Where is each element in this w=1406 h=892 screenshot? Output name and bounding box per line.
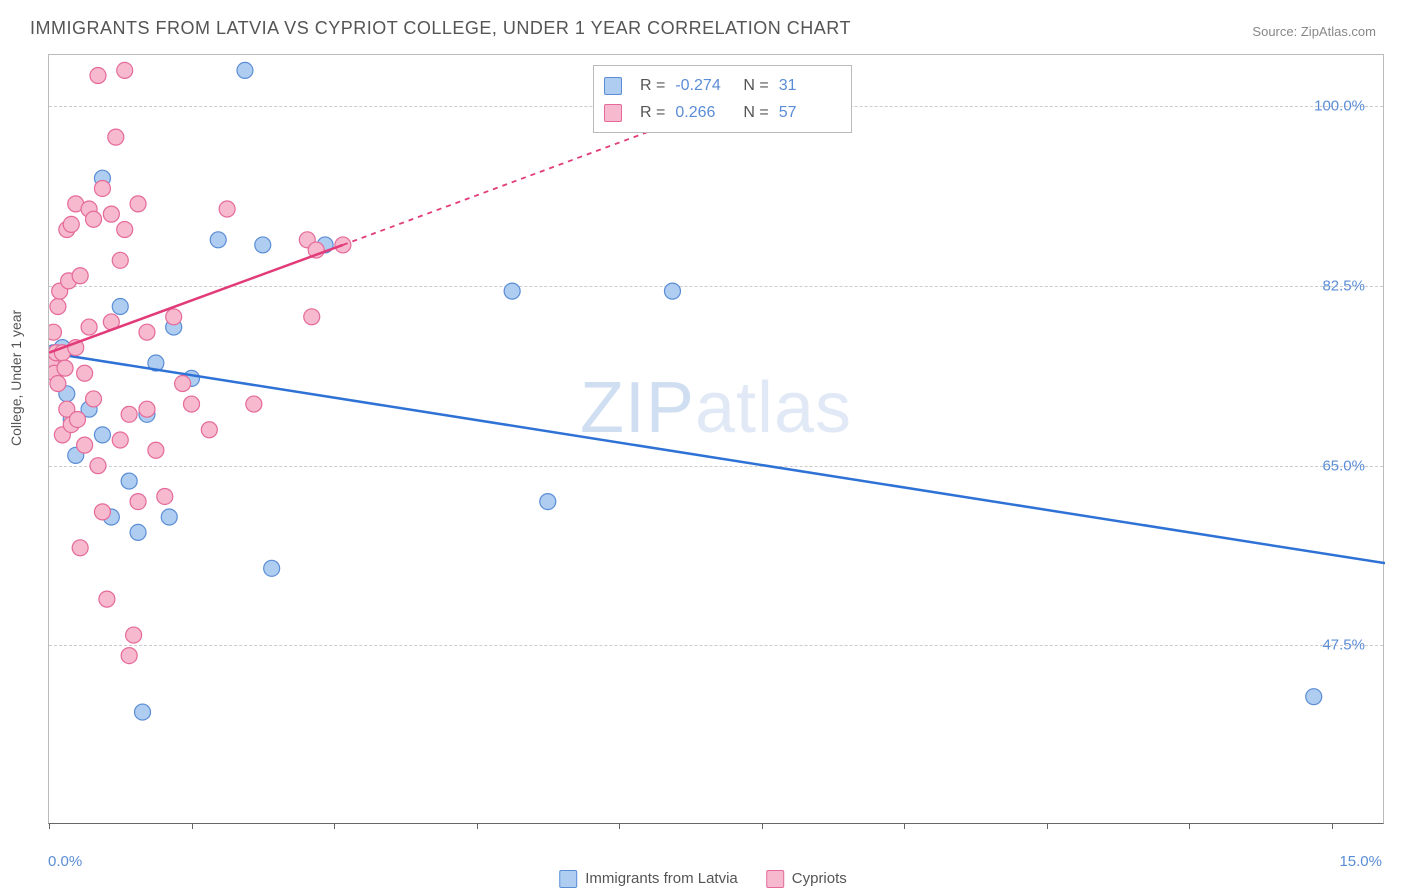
legend-swatch (559, 870, 577, 888)
legend-label: Cypriots (792, 870, 847, 887)
data-point (112, 299, 128, 315)
data-point (184, 396, 200, 412)
data-point (540, 494, 556, 510)
data-point (50, 299, 66, 315)
data-point (219, 201, 235, 217)
data-point (50, 376, 66, 392)
n-value: 31 (779, 72, 837, 99)
data-point (664, 283, 680, 299)
data-point (94, 504, 110, 520)
x-tick (762, 823, 763, 829)
data-point (94, 180, 110, 196)
data-point (90, 68, 106, 84)
data-point (126, 627, 142, 643)
data-point (117, 222, 133, 238)
source-attribution: Source: ZipAtlas.com (1252, 24, 1376, 39)
x-tick (1047, 823, 1048, 829)
x-tick (619, 823, 620, 829)
data-point (130, 196, 146, 212)
series-legend: Immigrants from Latvia Cypriots (559, 870, 847, 888)
stats-legend-row: R = 0.266 N = 57 (604, 99, 837, 126)
chart-title: IMMIGRANTS FROM LATVIA VS CYPRIOT COLLEG… (30, 18, 851, 39)
x-axis-min-label: 0.0% (48, 853, 82, 870)
data-point (112, 432, 128, 448)
data-point (117, 62, 133, 78)
data-point (130, 524, 146, 540)
n-value: 57 (779, 99, 837, 126)
data-point (121, 473, 137, 489)
data-point (139, 324, 155, 340)
r-label: R = (640, 99, 665, 126)
x-tick (192, 823, 193, 829)
stats-legend-row: R = -0.274 N = 31 (604, 72, 837, 99)
stats-legend: R = -0.274 N = 31 R = 0.266 N = 57 (593, 65, 852, 133)
data-point (130, 494, 146, 510)
data-point (86, 391, 102, 407)
data-point (94, 427, 110, 443)
source-label: Source: (1252, 24, 1297, 39)
data-point (81, 319, 97, 335)
data-point (166, 309, 182, 325)
data-point (72, 268, 88, 284)
y-axis-label: College, Under 1 year (8, 310, 24, 446)
data-point (49, 324, 61, 340)
legend-swatch (766, 870, 784, 888)
data-point (121, 648, 137, 664)
data-point (72, 540, 88, 556)
data-point (63, 216, 79, 232)
r-value: -0.274 (675, 72, 733, 99)
data-point (246, 396, 262, 412)
data-point (70, 411, 86, 427)
data-point (148, 442, 164, 458)
data-point (157, 488, 173, 504)
x-tick (334, 823, 335, 829)
scatter-svg (49, 55, 1385, 825)
x-tick (904, 823, 905, 829)
x-axis-max-label: 15.0% (1339, 853, 1382, 870)
r-value: 0.266 (675, 99, 733, 126)
legend-item: Immigrants from Latvia (559, 870, 738, 888)
data-point (175, 376, 191, 392)
data-point (504, 283, 520, 299)
data-point (237, 62, 253, 78)
legend-swatch (604, 77, 622, 95)
r-label: R = (640, 72, 665, 99)
data-point (304, 309, 320, 325)
source-link[interactable]: ZipAtlas.com (1301, 24, 1376, 39)
data-point (103, 206, 119, 222)
data-point (108, 129, 124, 145)
trend-line (49, 353, 1385, 563)
data-point (139, 401, 155, 417)
x-tick (477, 823, 478, 829)
data-point (57, 360, 73, 376)
data-point (201, 422, 217, 438)
legend-swatch (604, 104, 622, 122)
x-tick (1332, 823, 1333, 829)
data-point (99, 591, 115, 607)
trend-line (49, 245, 343, 353)
chart-plot-area: 47.5%65.0%82.5%100.0% ZIPatlas R =-0.274… (48, 54, 1384, 824)
x-tick (1189, 823, 1190, 829)
data-point (121, 406, 137, 422)
data-point (90, 458, 106, 474)
data-point (86, 211, 102, 227)
data-point (161, 509, 177, 525)
data-point (210, 232, 226, 248)
x-tick (49, 823, 50, 829)
n-label: N = (743, 72, 768, 99)
data-point (255, 237, 271, 253)
data-point (1306, 689, 1322, 705)
data-point (77, 365, 93, 381)
legend-item: Cypriots (766, 870, 847, 888)
data-point (112, 252, 128, 268)
legend-label: Immigrants from Latvia (585, 870, 738, 887)
data-point (264, 560, 280, 576)
n-label: N = (743, 99, 768, 126)
data-point (77, 437, 93, 453)
data-point (135, 704, 151, 720)
